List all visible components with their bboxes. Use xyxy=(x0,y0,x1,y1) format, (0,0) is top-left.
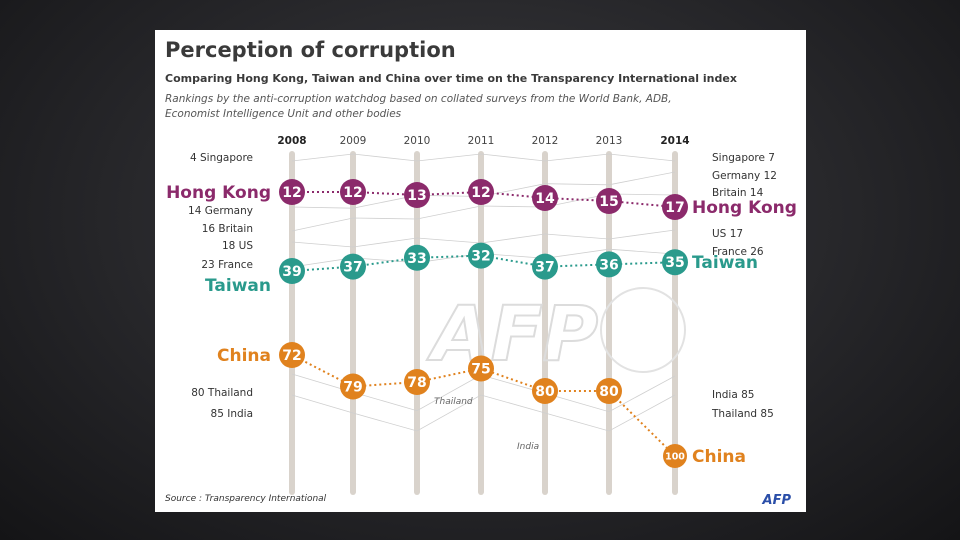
watermark-globe xyxy=(600,287,686,373)
marker-china-2010 xyxy=(404,369,430,395)
series-name-left-china: China xyxy=(217,346,271,366)
data-label-hong-kong-2014: 17 xyxy=(665,200,684,216)
marker-hong-kong-2014 xyxy=(662,194,688,220)
marker-hong-kong-2012 xyxy=(532,185,558,211)
watermark-text: AFP xyxy=(427,289,598,378)
marker-taiwan-2008 xyxy=(279,258,305,284)
marker-taiwan-2011 xyxy=(468,242,494,269)
year-label-2012: 2012 xyxy=(532,135,559,147)
data-label-taiwan-2008: 39 xyxy=(282,264,301,280)
data-label-china-2013: 80 xyxy=(599,384,619,400)
series-lines: 12 12 13 12 14 15 17 39 37 33 32 37 36 35 72 79 78 75 80 80… xyxy=(279,179,688,468)
data-label-hong-kong-2013: 15 xyxy=(599,194,618,210)
data-label-hong-kong-2008: 12 xyxy=(282,185,301,201)
data-label-taiwan-2010: 33 xyxy=(407,251,426,267)
chart-description-line-1: Rankings by the anti-corruption watchdog… xyxy=(165,93,672,105)
other-country-line-singapore xyxy=(291,153,676,162)
right-label-singapore: Singapore 7 xyxy=(712,152,775,164)
data-label-hong-kong-2011: 12 xyxy=(471,185,490,201)
marker-hong-kong-2009 xyxy=(340,179,366,205)
data-label-china-2008: 72 xyxy=(282,348,301,364)
data-label-taiwan-2012: 37 xyxy=(535,260,554,276)
marker-taiwan-2010 xyxy=(404,244,430,271)
chart-subtitle: Comparing Hong Kong, Taiwan and China ov… xyxy=(165,72,737,85)
marker-hong-kong-2008 xyxy=(279,179,305,205)
right-label-britain: Britain 14 xyxy=(712,187,764,199)
right-label-thailand: Thailand 85 xyxy=(711,408,774,420)
left-label-germany: 14 Germany xyxy=(188,205,253,217)
marker-hong-kong-2011 xyxy=(468,179,494,205)
marker-china-2014 xyxy=(663,444,687,468)
source-note: Source : Transparency International xyxy=(165,494,327,504)
marker-china-2013 xyxy=(596,378,622,404)
data-label-hong-kong-2010: 13 xyxy=(407,188,426,204)
data-label-china-2012: 80 xyxy=(535,384,555,400)
data-label-hong-kong-2012: 14 xyxy=(535,191,555,207)
data-label-taiwan-2011: 32 xyxy=(471,249,490,265)
left-label-india: 85 India xyxy=(211,408,253,420)
chart-slide: AFP 12 12 13 12 14 15 17 39 37 33 32 37 36 35 72 79 78 75… xyxy=(155,30,806,512)
series-name-left-taiwan: Taiwan xyxy=(205,276,271,296)
chart: AFP 12 12 13 12 14 15 17 39 37 33 32 37 36 35 72 79 78 75… xyxy=(165,38,797,508)
afp-watermark: AFP xyxy=(426,287,686,379)
left-label-britain: 16 Britain xyxy=(202,223,253,235)
year-label-2011: 2011 xyxy=(468,135,495,147)
year-label-2013: 2013 xyxy=(596,135,623,147)
series-name-right-hong-kong: Hong Kong xyxy=(692,198,797,218)
marker-taiwan-2014 xyxy=(662,249,688,276)
afp-logo: AFP xyxy=(762,493,792,508)
marker-taiwan-2013 xyxy=(596,251,622,278)
data-label-china-2011: 75 xyxy=(471,362,490,378)
data-label-taiwan-2009: 37 xyxy=(343,260,362,276)
year-label-2014: 2014 xyxy=(660,135,689,147)
left-label-singapore: 4 Singapore xyxy=(190,152,253,164)
marker-china-2011 xyxy=(468,355,494,382)
marker-hong-kong-2013 xyxy=(596,188,622,214)
data-label-china-2014: 100 xyxy=(665,452,685,463)
series-name-right-china: China xyxy=(692,447,746,467)
right-label-france: France 26 xyxy=(712,246,764,258)
data-label-hong-kong-2009: 12 xyxy=(343,185,362,201)
left-label-us: 18 US xyxy=(222,240,253,252)
series-name-right-taiwan: Taiwan xyxy=(692,253,758,273)
year-label-2008: 2008 xyxy=(277,135,306,147)
data-label-taiwan-2014: 35 xyxy=(665,255,684,271)
data-label-taiwan-2013: 36 xyxy=(599,257,618,273)
left-label-france: 23 France xyxy=(201,259,253,271)
right-label-us: US 17 xyxy=(712,228,743,240)
marker-taiwan-2012 xyxy=(532,253,558,280)
other-country-line-india xyxy=(291,394,676,432)
inline-label-thailand: Thailand xyxy=(434,397,473,407)
marker-china-2009 xyxy=(340,373,366,400)
chart-text: Perception of corruption Comparing Hong K… xyxy=(165,38,797,508)
marker-taiwan-2009 xyxy=(340,253,366,280)
right-label-germany: Germany 12 xyxy=(712,170,777,182)
series-name-left-hong-kong: Hong Kong xyxy=(166,183,271,203)
year-label-2009: 2009 xyxy=(340,135,367,147)
marker-hong-kong-2010 xyxy=(404,182,430,208)
year-label-2010: 2010 xyxy=(404,135,431,147)
left-label-thailand: 80 Thailand xyxy=(191,387,253,399)
right-label-india: India 85 xyxy=(712,389,754,401)
inline-label-india: India xyxy=(517,442,539,452)
chart-title: Perception of corruption xyxy=(165,38,456,62)
data-label-china-2010: 78 xyxy=(407,375,426,391)
chart-description-line-2: Economist Intelligence Unit and other bo… xyxy=(165,108,402,120)
marker-china-2012 xyxy=(532,378,558,404)
marker-china-2008 xyxy=(279,342,305,368)
data-label-china-2009: 79 xyxy=(343,380,362,396)
